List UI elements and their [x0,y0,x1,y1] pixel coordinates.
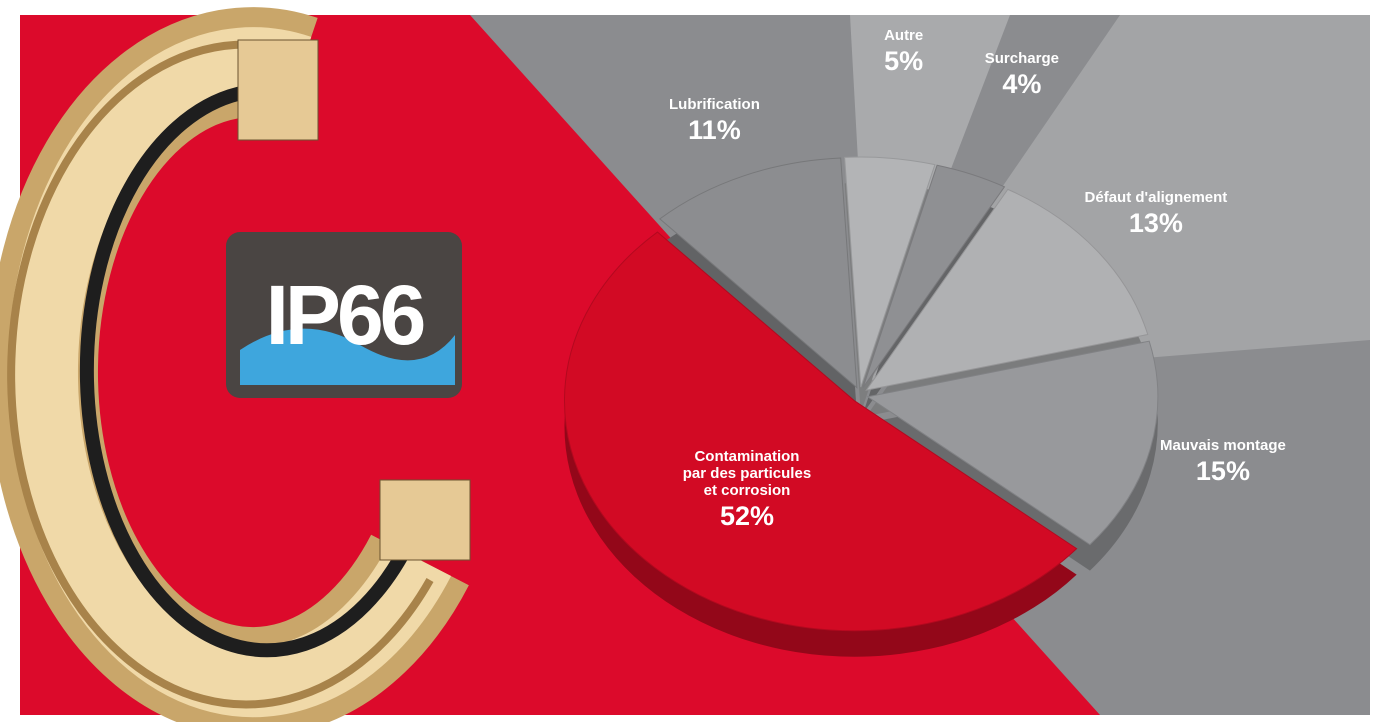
badge-wave [240,328,455,385]
slice [866,340,1159,546]
value-label: 11% [688,115,741,146]
category-label: Surcharge [984,50,1059,68]
slice [865,188,1149,391]
value-label: 13% [1128,208,1183,239]
badge-text: IP66 [265,267,427,362]
slice [862,164,1006,388]
slice-label: Contamination par des particules et corr… [683,448,811,532]
category-label: Contamination par des particules et corr… [682,447,812,499]
slice-label: Défaut d'alignement 13% [1085,189,1228,239]
seal-ring [0,7,471,722]
slice-label: Surcharge 4% [985,50,1059,100]
slice [659,157,858,389]
value-label: 15% [1195,455,1250,486]
ring-edge [7,40,434,709]
category-label: Autre [884,26,924,44]
slice-label: Lubrification 11% [669,96,760,146]
ring-black [79,83,417,658]
ring-section [237,39,319,141]
value-label: 52% [719,500,774,531]
slice [844,156,936,388]
value-label: 5% [884,45,924,76]
ring-light [7,27,452,718]
ring-section [379,479,471,561]
pie [564,156,1159,657]
slice [564,231,1078,632]
category-label: Défaut d'alignement [1084,189,1228,207]
value-label: 4% [1002,69,1042,100]
slice-label: Autre 5% [884,27,923,77]
category-label: Mauvais montage [1160,436,1286,454]
slice-label: Mauvais montage 15% [1160,437,1286,487]
category-label: Lubrification [669,96,760,114]
